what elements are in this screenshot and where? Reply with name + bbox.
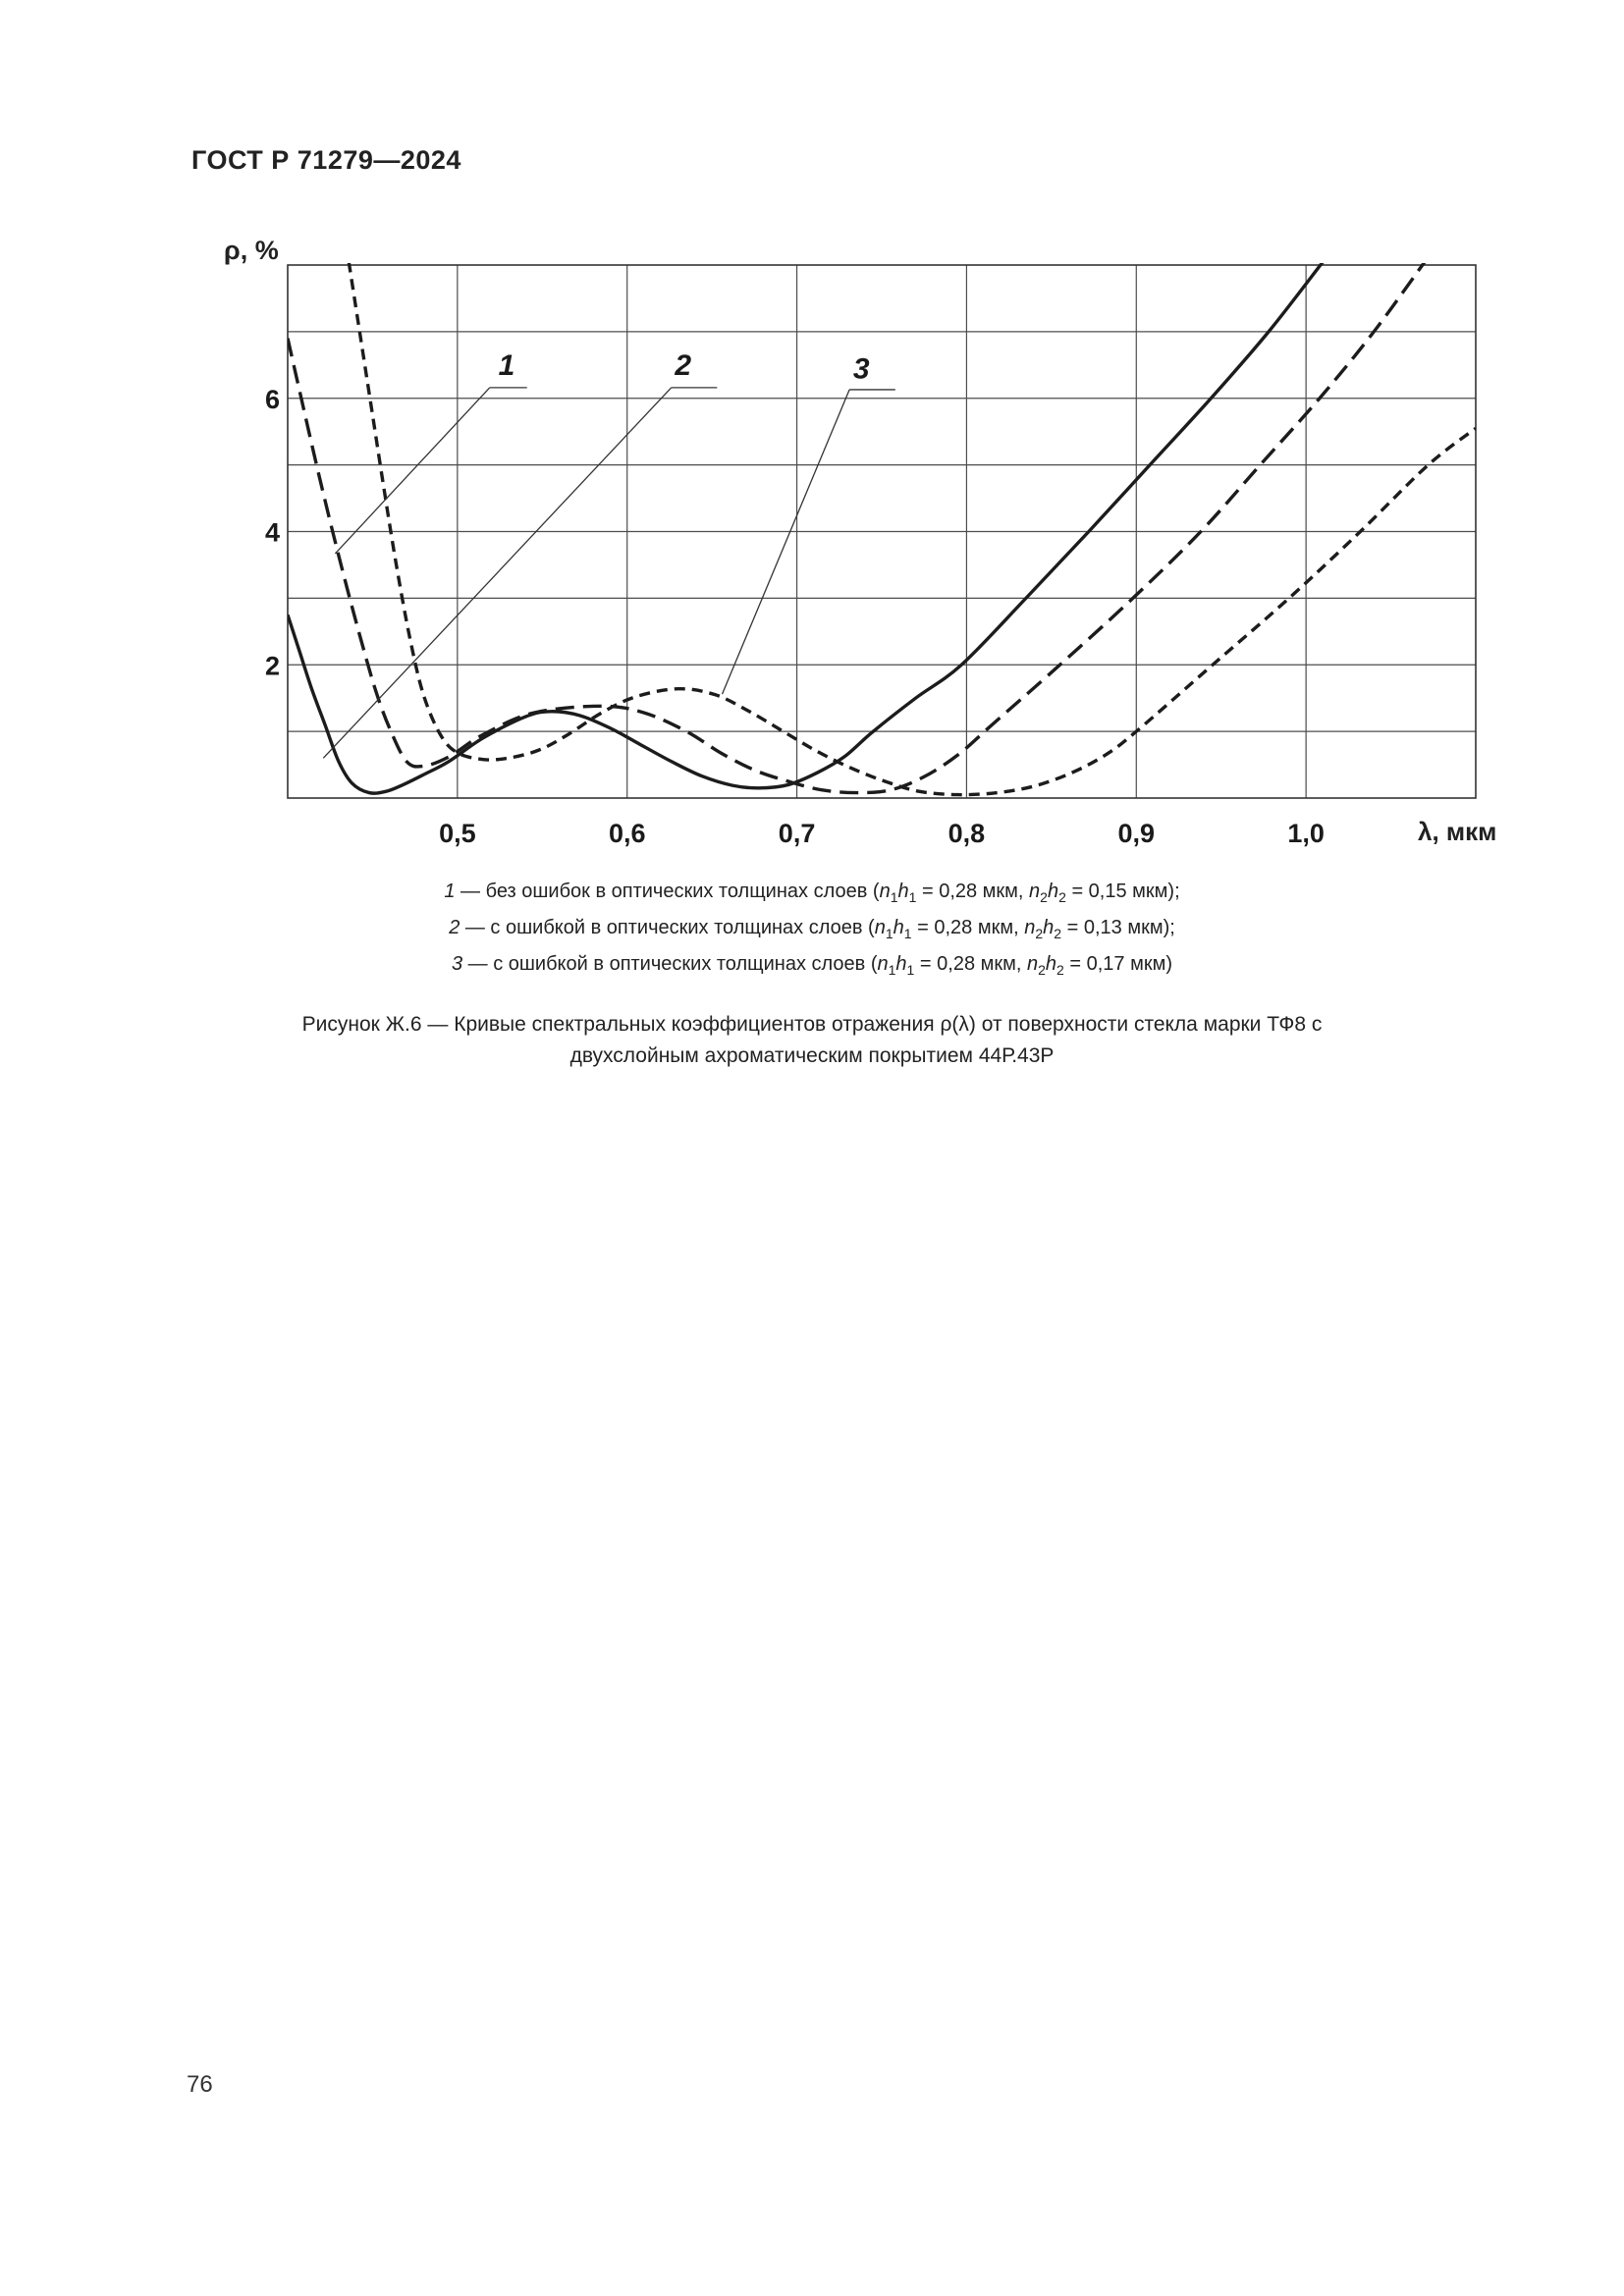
plot-border — [287, 264, 1477, 799]
x-tick-label: 0,7 — [779, 819, 816, 848]
x-tick-label: 0,9 — [1118, 819, 1156, 848]
axis-ticks: 0,5 0,6 0,7 0,8 0,9 1,0 2 4 6 — [265, 385, 1325, 848]
figure-caption-line-1: Рисунок Ж.6 — Кривые спектральных коэффи… — [301, 1013, 1323, 1036]
figure-caption: Рисунок Ж.6 — Кривые спектральных коэффи… — [88, 1009, 1536, 1072]
figure-legend: 1 — без ошибок в оптических толщинах сло… — [88, 877, 1536, 986]
legend-line-1: 1 — без ошибок в оптических толщинах сло… — [444, 881, 1180, 905]
chart-curves — [288, 263, 1476, 797]
leader-line-1 — [334, 387, 491, 555]
curve-1 — [288, 263, 1427, 795]
y-tick-label: 6 — [265, 385, 280, 414]
figure-caption-line-2: двухслойным ахроматическим покрытием 44Р… — [569, 1044, 1055, 1067]
y-tick-label: 2 — [265, 651, 280, 680]
x-tick-label: 0,6 — [609, 819, 646, 848]
x-tick-label: 1,0 — [1287, 819, 1325, 848]
curve-label-3: 3 — [853, 352, 870, 385]
x-tick-label: 0,5 — [439, 819, 476, 848]
leader-line-2 — [322, 387, 673, 759]
y-axis-title: ρ, % — [224, 236, 279, 265]
curve-label-1: 1 — [499, 349, 515, 382]
y-tick-label: 4 — [265, 518, 280, 548]
x-tick-label: 0,8 — [948, 819, 986, 848]
document-header: ГОСТ Р 71279—2024 — [191, 145, 461, 175]
curve-annotations: 1 2 3 — [322, 349, 895, 759]
chart-grid — [287, 264, 1477, 799]
curve-3 — [347, 263, 1476, 797]
leader-line-3 — [721, 389, 850, 695]
x-axis-title: λ, мкм — [1418, 817, 1496, 846]
curve-label-2: 2 — [674, 349, 691, 382]
legend-line-2: 2 — с ошибкой в оптических толщинах слое… — [449, 917, 1175, 941]
reflectance-chart: 1 2 3 0,5 0,6 0,7 0,8 0,9 1,0 2 4 6 ρ, % λ, мкм — [224, 236, 1496, 848]
page-number: 76 — [187, 2071, 213, 2098]
legend-line-3: 3 — с ошибкой в оптических толщинах слое… — [451, 953, 1173, 978]
curve-2 — [288, 263, 1325, 795]
